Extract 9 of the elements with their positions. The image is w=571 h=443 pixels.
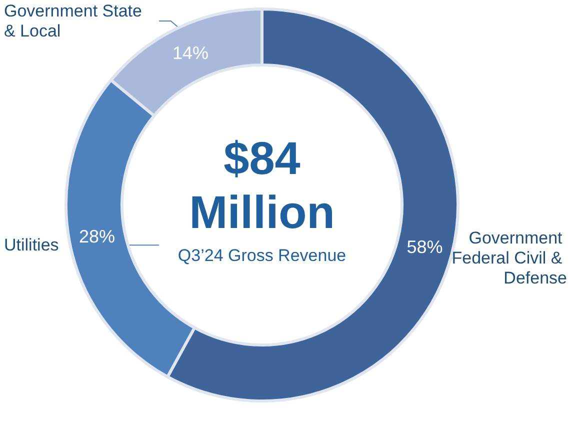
data-label: 28% <box>78 226 115 246</box>
text: Q3’24 Gross Revenue <box>178 246 346 265</box>
data-label: 58% <box>406 236 443 257</box>
slice-label: Utilities <box>4 236 59 255</box>
slice-label: Government Federal Civil & Defense <box>452 228 567 288</box>
text: Million <box>189 186 335 238</box>
text: $84 <box>224 132 301 184</box>
data-label: 14% <box>172 42 208 63</box>
slice-label: Government State & Local <box>4 2 147 40</box>
